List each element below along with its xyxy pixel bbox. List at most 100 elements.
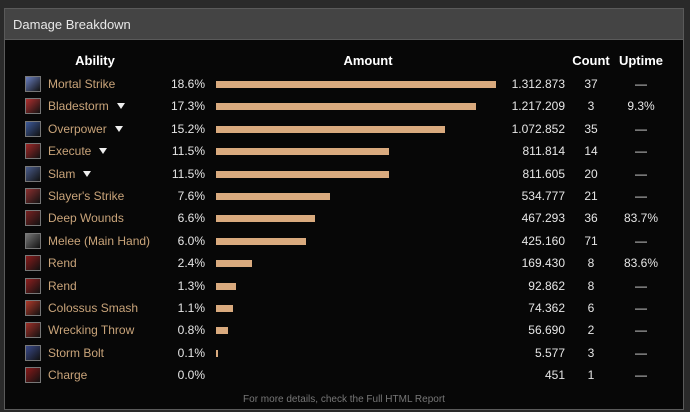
ability-icon xyxy=(25,98,41,115)
share-bar xyxy=(216,327,229,335)
uptime: 9.3% xyxy=(627,99,655,114)
share-percent: 17.3% xyxy=(170,99,205,114)
ability-icon xyxy=(25,76,41,92)
dropdown-toggle[interactable] xyxy=(99,148,108,155)
share-percent: 6.0% xyxy=(177,233,205,248)
share-bar xyxy=(216,237,307,245)
uptime: — xyxy=(635,233,647,248)
share-percent: 11.5% xyxy=(171,166,205,181)
ability-icon xyxy=(25,232,41,249)
column-header: Ability xyxy=(75,53,115,68)
ability-name[interactable]: Overpower xyxy=(48,121,107,136)
ability-name[interactable]: Colossus Smash xyxy=(48,301,139,315)
amount: 467.293 xyxy=(521,211,565,226)
uptime: — xyxy=(635,301,647,315)
count: 6 xyxy=(587,301,595,315)
share-percent: 6.6% xyxy=(177,211,205,226)
ability-icon xyxy=(25,344,41,361)
amount: 1.312.873 xyxy=(511,77,565,91)
share-percent: 18.6% xyxy=(170,77,205,91)
amount: 92.862 xyxy=(528,278,565,293)
dropdown-toggle[interactable] xyxy=(114,125,123,132)
uptime: — xyxy=(635,278,647,293)
share-bar xyxy=(216,125,445,133)
share-bar xyxy=(216,349,218,357)
share-percent: 11.5% xyxy=(171,144,205,159)
count: 36 xyxy=(584,211,598,226)
share-bar xyxy=(216,282,236,290)
share-percent: 7.6% xyxy=(177,189,205,203)
amount: 811.605 xyxy=(522,166,566,181)
ability-name[interactable]: Slayer's Strike xyxy=(48,189,125,203)
count: 3 xyxy=(587,345,595,360)
uptime: — xyxy=(635,77,647,91)
ability-name[interactable]: Storm Bolt xyxy=(48,345,105,360)
share-bar xyxy=(216,148,390,156)
uptime: — xyxy=(635,144,647,159)
dropdown-toggle[interactable] xyxy=(83,170,92,177)
ability-name[interactable]: Wrecking Throw xyxy=(48,323,135,338)
ability-icon xyxy=(25,120,41,137)
amount: 56.690 xyxy=(528,323,565,338)
count: 21 xyxy=(584,189,598,203)
ability-icon xyxy=(25,210,41,227)
count: 8 xyxy=(587,256,595,271)
count: 35 xyxy=(584,121,598,136)
uptime: 83.6% xyxy=(623,256,659,271)
column-header: Amount xyxy=(343,53,393,68)
ability-name[interactable]: Charge xyxy=(48,368,88,383)
amount: 5.577 xyxy=(534,345,565,360)
ability-icon xyxy=(25,188,41,204)
ability-name[interactable]: Rend xyxy=(48,256,77,271)
panel-title: Damage Breakdown xyxy=(5,9,683,40)
share-percent: 15.2% xyxy=(170,121,205,136)
amount: 74.362 xyxy=(528,301,565,315)
count: 1 xyxy=(587,368,595,383)
share-percent: 0.0% xyxy=(177,368,205,383)
amount: 1.072.852 xyxy=(511,121,565,136)
ability-name[interactable]: Execute xyxy=(48,144,92,159)
ability-icon xyxy=(25,367,41,384)
column-header: Count xyxy=(572,53,610,68)
footer-note[interactable]: For more details, check the Full HTML Re… xyxy=(243,394,445,405)
ability-name[interactable]: Mortal Strike xyxy=(48,77,116,91)
share-bar xyxy=(216,305,233,312)
dropdown-toggle[interactable] xyxy=(116,103,125,110)
count: 8 xyxy=(587,278,595,293)
uptime: — xyxy=(635,345,647,360)
share-bar xyxy=(216,215,316,223)
uptime: — xyxy=(635,323,647,338)
share-percent: 0.1% xyxy=(177,345,205,360)
share-percent: 0.8% xyxy=(177,323,205,338)
ability-icon xyxy=(25,322,41,339)
count: 2 xyxy=(587,323,595,338)
ability-icon xyxy=(25,255,41,272)
amount: 451 xyxy=(544,368,565,383)
ability-name[interactable]: Bladestorm xyxy=(48,99,109,114)
ability-name[interactable]: Rend xyxy=(48,278,77,293)
amount: 425.160 xyxy=(521,233,565,248)
ability-name[interactable]: Deep Wounds xyxy=(48,211,124,226)
ability-name[interactable]: Slam xyxy=(48,166,76,181)
amount: 534.777 xyxy=(521,189,565,203)
ability-icon xyxy=(25,300,41,316)
uptime: — xyxy=(635,368,647,383)
ability-icon xyxy=(25,277,41,294)
share-percent: 2.4% xyxy=(177,256,205,271)
ability-icon xyxy=(25,165,41,182)
uptime: — xyxy=(635,121,647,136)
share-bar xyxy=(216,260,253,268)
uptime: — xyxy=(635,189,647,203)
share-bar xyxy=(216,103,477,111)
share-percent: 1.1% xyxy=(177,301,205,315)
share-bar xyxy=(216,170,390,178)
share-bar xyxy=(216,81,496,88)
uptime: — xyxy=(635,166,647,181)
ability-name[interactable]: Melee (Main Hand) xyxy=(48,233,151,248)
share-percent: 1.3% xyxy=(177,278,205,293)
uptime: 83.7% xyxy=(623,211,659,226)
count: 37 xyxy=(584,77,598,91)
count: 20 xyxy=(584,166,598,181)
amount: 811.814 xyxy=(522,144,566,159)
